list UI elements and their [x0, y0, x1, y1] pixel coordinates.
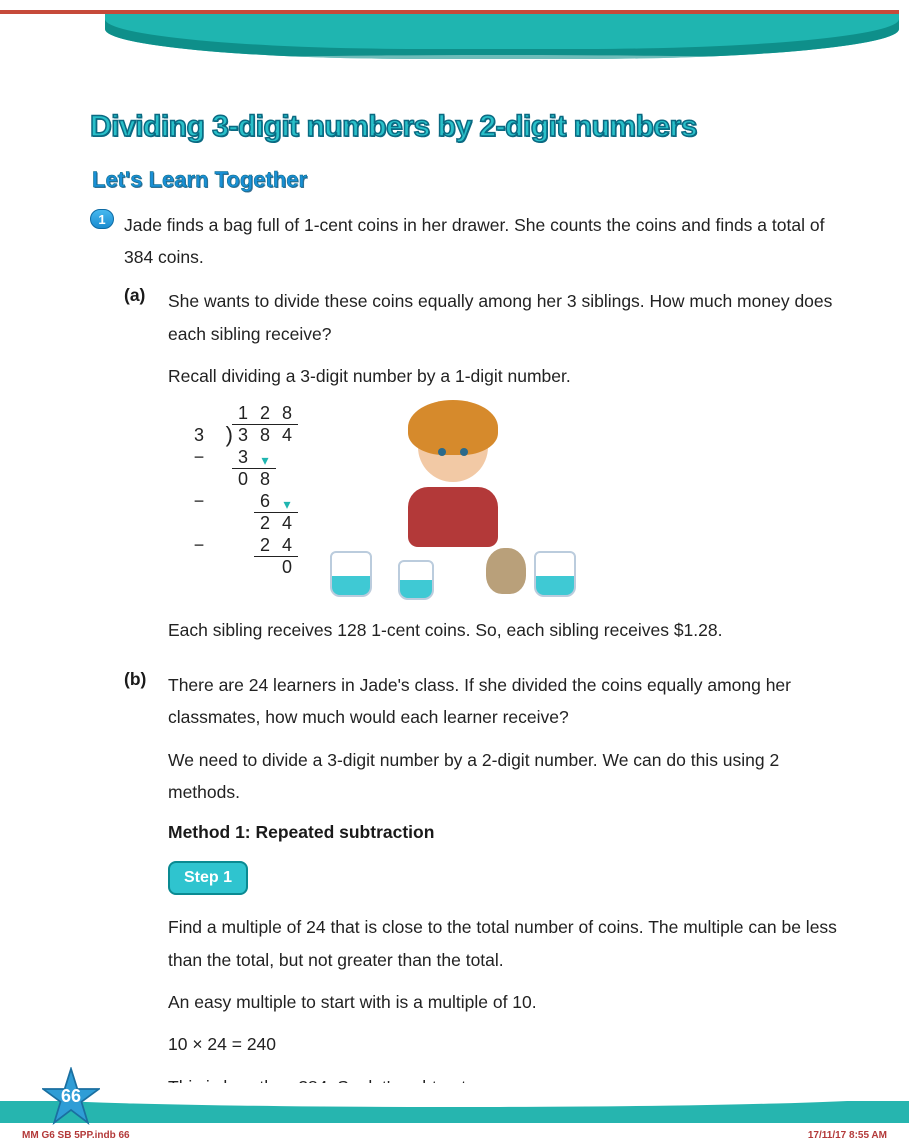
part-a-answer: Each sibling receives 128 1-cent coins. … — [168, 614, 839, 646]
problem-1: 1 Jade finds a bag full of 1-cent coins … — [90, 209, 839, 1114]
lesson-title: Dividing 3-digit numbers by 2-digit numb… — [90, 110, 839, 145]
step-1-badge: Step 1 — [168, 861, 248, 895]
long-division-work: 1283)384−3▾08−6▾24−240 — [188, 402, 298, 578]
page-content: Dividing 3-digit numbers by 2-digit numb… — [90, 110, 839, 1113]
method-1-title: Method 1: Repeated subtraction — [168, 822, 839, 843]
division-and-illustration: 1283)384−3▾08−6▾24−240 — [188, 402, 839, 602]
part-b-question: There are 24 learners in Jade's class. I… — [168, 669, 839, 734]
part-a: (a) She wants to divide these coins equa… — [124, 285, 839, 657]
part-a-recall: Recall dividing a 3-digit number by a 1-… — [168, 360, 839, 392]
page-number: 66 — [61, 1086, 81, 1107]
header-teal-wave — [105, 14, 899, 59]
part-a-question: She wants to divide these coins equally … — [168, 285, 839, 350]
footer-wave — [0, 1083, 909, 1123]
page-number-star: 66 — [42, 1067, 100, 1125]
header-bar — [0, 0, 909, 65]
step-1-equation: 10 × 24 = 240 — [168, 1028, 839, 1060]
part-b-explain: We need to divide a 3-digit number by a … — [168, 744, 839, 809]
part-b-label: (b) — [124, 669, 168, 1113]
footer-right-text: 17/11/17 8:55 AM — [808, 1130, 887, 1141]
footer-left-text: MM G6 SB 5PP.indb 66 — [22, 1130, 130, 1141]
section-subtitle: Let's Learn Together — [92, 167, 839, 193]
part-b: (b) There are 24 learners in Jade's clas… — [124, 669, 839, 1113]
character-illustration — [328, 402, 578, 602]
part-a-label: (a) — [124, 285, 168, 657]
step-1-text-1: Find a multiple of 24 that is close to t… — [168, 911, 839, 976]
problem-intro-text: Jade finds a bag full of 1-cent coins in… — [124, 209, 839, 274]
problem-number-badge: 1 — [90, 209, 114, 229]
step-1-text-2: An easy multiple to start with is a mult… — [168, 986, 839, 1018]
